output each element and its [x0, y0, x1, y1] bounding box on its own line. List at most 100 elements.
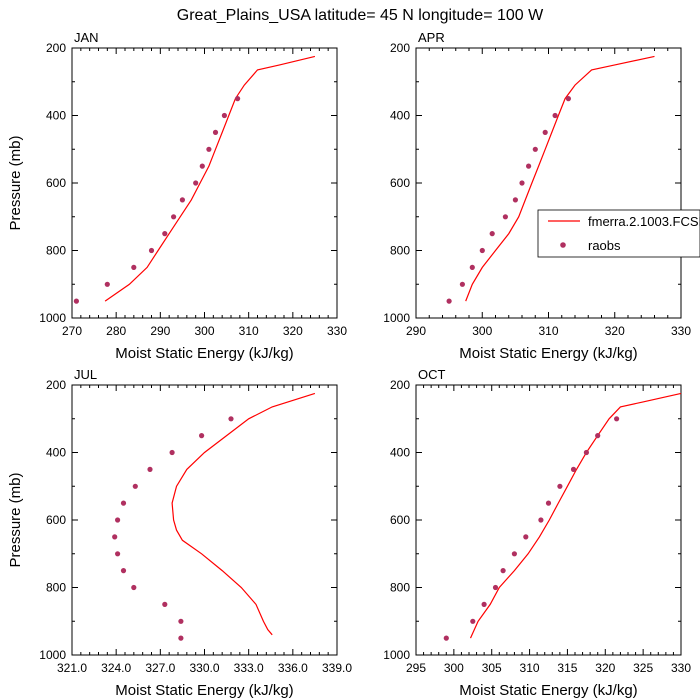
y-tick-label: 600 — [46, 513, 66, 527]
y-tick-label: 600 — [390, 513, 410, 527]
x-tick-label: 290 — [150, 324, 170, 338]
x-tick-label: 336.0 — [278, 661, 308, 675]
raob-point — [614, 416, 620, 422]
x-tick-label: 305 — [482, 661, 502, 675]
x-tick-label: 300 — [472, 324, 492, 338]
x-tick-label: 330 — [671, 661, 691, 675]
y-tick-label: 200 — [46, 378, 66, 392]
legend-box — [537, 209, 700, 258]
raob-point — [570, 466, 577, 472]
raob-point — [148, 247, 155, 254]
raob-point — [115, 551, 121, 557]
raob-point — [532, 146, 538, 152]
raob-point — [193, 180, 199, 186]
y-axis-label: Pressure (mb) — [7, 472, 24, 567]
y-tick-label: 400 — [46, 109, 66, 123]
raob-point — [171, 214, 177, 220]
model-profile-line — [469, 392, 682, 639]
x-tick-label: 280 — [106, 324, 126, 338]
raob-point — [502, 214, 508, 220]
figure-title: Great_Plains_USA latitude= 45 N longitud… — [177, 7, 544, 24]
y-tick-label: 1000 — [383, 311, 410, 325]
raob-point — [179, 197, 185, 203]
raob-point — [557, 483, 563, 489]
raob-point — [112, 534, 118, 540]
raob-point — [131, 264, 137, 270]
legend: fmerra.2.1003.FCSD raobs — [537, 209, 700, 258]
panel-label: JAN — [74, 30, 99, 45]
raob-point — [199, 433, 205, 439]
raob-point — [178, 635, 184, 641]
panels: JAN 200 400 600 800 1000 270 280 290 300 310 320 330… — [7, 30, 691, 699]
raob-point — [221, 112, 227, 119]
raob-point — [459, 281, 465, 287]
panel-label: OCT — [418, 367, 446, 382]
raob-point — [538, 517, 544, 523]
x-axis-label: Moist Static Energy (kJ/kg) — [459, 345, 637, 362]
raob-point — [212, 129, 219, 135]
x-tick-label: 270 — [62, 324, 82, 338]
raob-point — [519, 180, 525, 186]
x-tick-label: 324.0 — [101, 661, 131, 675]
y-tick-label: 200 — [390, 378, 410, 392]
x-tick-label: 327.0 — [145, 661, 175, 675]
raob-point — [512, 197, 519, 203]
raob-point — [104, 281, 110, 287]
legend-marker-swatch — [560, 242, 566, 248]
raob-point — [162, 231, 168, 237]
y-tick-label: 600 — [390, 176, 410, 190]
raob-point — [565, 96, 572, 102]
y-tick-label: 1000 — [39, 648, 66, 662]
plot-frame — [71, 47, 338, 319]
x-axis-label: Moist Static Energy (kJ/kg) — [115, 682, 293, 699]
y-tick-label: 200 — [46, 41, 66, 55]
x-tick-label: 330.0 — [189, 661, 219, 675]
x-tick-label: 320 — [595, 661, 615, 675]
x-tick-label: 310 — [520, 661, 540, 675]
raob-point — [542, 129, 548, 135]
raob-point — [228, 416, 234, 422]
raob-point — [235, 96, 241, 102]
raob-point — [479, 247, 485, 254]
legend-entry-model: fmerra.2.1003.FCSD — [588, 214, 700, 229]
raob-point — [169, 449, 175, 456]
raob-point — [206, 146, 212, 152]
plot-frame — [415, 47, 682, 319]
x-tick-label: 290 — [406, 324, 426, 338]
raob-point — [583, 449, 590, 456]
raob-point — [489, 231, 495, 237]
x-tick-label: 333.0 — [234, 661, 264, 675]
x-tick-label: 320 — [605, 324, 625, 338]
plot-frame — [415, 384, 682, 656]
raob-point — [469, 264, 475, 270]
raob-point — [199, 163, 205, 169]
x-tick-label: 320 — [283, 324, 303, 338]
x-axis-label: Moist Static Energy (kJ/kg) — [115, 345, 293, 362]
raob-point — [147, 466, 153, 472]
panel-label: JUL — [74, 367, 97, 382]
x-axis-label: Moist Static Energy (kJ/kg) — [459, 682, 637, 699]
raob-point — [178, 618, 184, 624]
model-profile-line — [465, 55, 655, 302]
raob-point — [446, 298, 452, 304]
raob-point — [162, 601, 168, 608]
x-tick-label: 315 — [557, 661, 577, 675]
raob-point — [492, 584, 499, 591]
raob-point — [120, 568, 127, 574]
raob-point — [481, 601, 487, 608]
y-axis-label: Pressure (mb) — [7, 135, 24, 230]
y-tick-label: 400 — [390, 109, 410, 123]
y-tick-label: 1000 — [383, 648, 410, 662]
model-profile-line — [171, 392, 316, 636]
raob-point — [595, 433, 601, 439]
y-tick-label: 600 — [46, 176, 66, 190]
y-tick-label: 800 — [46, 581, 66, 595]
y-tick-label: 800 — [46, 244, 66, 258]
x-tick-label: 321.0 — [57, 661, 87, 675]
x-tick-label: 325 — [633, 661, 653, 675]
y-tick-label: 800 — [390, 244, 410, 258]
